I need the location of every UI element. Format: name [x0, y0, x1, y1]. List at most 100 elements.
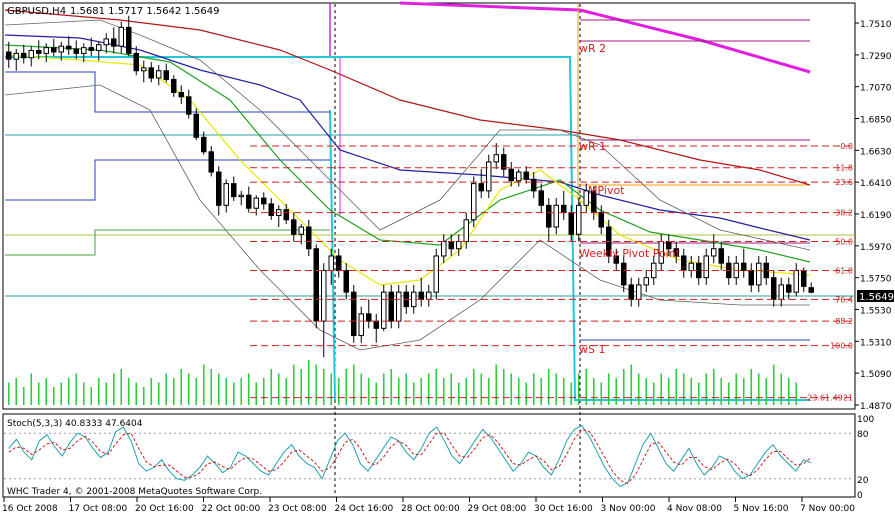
- candle-bear: [351, 291, 357, 337]
- price-axis-label: 1.4870: [860, 402, 892, 412]
- time-axis-label: 28 Oct 00:00: [401, 504, 460, 514]
- candle-bull: [643, 277, 649, 286]
- candle-bear: [283, 209, 289, 221]
- candle-bear: [741, 262, 747, 271]
- volume-bar: [172, 378, 175, 405]
- volume-bar: [615, 378, 618, 405]
- volume-bar: [165, 373, 168, 405]
- candle-bear: [621, 262, 627, 286]
- volume-bar: [255, 382, 258, 405]
- candle-bear: [163, 70, 169, 80]
- candle-bear: [111, 38, 117, 47]
- volume-bar: [795, 382, 798, 405]
- volume-bar: [660, 373, 663, 405]
- volume-bar: [307, 360, 310, 405]
- candle-bull: [493, 154, 499, 163]
- price-axis-label: 1.6630: [860, 147, 892, 157]
- candle-bear: [501, 154, 507, 170]
- volume-bar: [532, 373, 535, 405]
- volume-bar: [322, 369, 325, 405]
- volume-bar: [262, 378, 265, 405]
- candle-bear: [681, 255, 687, 271]
- volume-bar: [127, 378, 130, 405]
- volume-bar: [450, 373, 453, 405]
- candle-bear: [171, 78, 177, 93]
- volume-bar: [720, 378, 723, 405]
- price-axis-label: 1.5310: [860, 338, 892, 348]
- volume-bar: [397, 378, 400, 405]
- mpivot-label: MPivot: [588, 184, 625, 197]
- volume-bar: [652, 382, 655, 405]
- volume-bar: [472, 369, 475, 405]
- candle-bear: [418, 291, 424, 300]
- volume-bar: [240, 378, 243, 405]
- volume-bar: [352, 364, 355, 405]
- candle-bear: [216, 171, 222, 206]
- volume-bar: [495, 364, 498, 405]
- candle-bull: [778, 284, 784, 300]
- volume-bar: [570, 382, 573, 405]
- candle-bull: [636, 284, 642, 300]
- volume-bar: [75, 373, 78, 405]
- fib-level-label: 61.8: [835, 266, 853, 275]
- candle-bear: [598, 212, 604, 228]
- candle-bear: [801, 269, 807, 287]
- candle-bear: [786, 284, 792, 293]
- candle-bull: [358, 313, 364, 337]
- cyan-drop: [329, 109, 336, 401]
- time-axis-label: 23 Oct 08:00: [268, 504, 327, 514]
- candle-bear: [246, 194, 252, 209]
- volume-bar: [487, 378, 490, 405]
- magenta-trendline: [399, 1, 811, 74]
- volume-bar: [517, 378, 520, 405]
- volume-bar: [607, 373, 610, 405]
- volume-bar: [645, 378, 648, 405]
- volume-bar: [420, 378, 423, 405]
- stoch-d-line: [8, 428, 812, 484]
- band-upper: [4, 19, 811, 251]
- time-axis-label: 20 Oct 16:00: [135, 504, 194, 514]
- candle-bull: [703, 255, 709, 279]
- candle-bull: [81, 47, 87, 54]
- candle-bull: [486, 161, 492, 192]
- volume-bar: [682, 373, 685, 405]
- volume-bar: [277, 373, 280, 405]
- time-axis-label: 24 Oct 16:00: [335, 504, 394, 514]
- price-axis-label: 1.6190: [860, 211, 892, 221]
- volume-bar: [750, 369, 753, 405]
- price-axis-label: 1.6410: [860, 179, 892, 189]
- volume-bar: [345, 369, 348, 405]
- fib-level-label: 38.2: [835, 209, 853, 218]
- volume-bar: [157, 382, 160, 405]
- volume-bar: [412, 382, 415, 405]
- candle-bear: [628, 284, 634, 300]
- volume-bar: [112, 373, 115, 405]
- volume-bar: [675, 369, 678, 405]
- ma-blue: [4, 34, 811, 241]
- volume-bar: [247, 373, 250, 405]
- candle-bear: [268, 203, 274, 216]
- fib-level-label: 100.0: [830, 342, 853, 351]
- fib-level-label: 50.0: [835, 238, 853, 247]
- candle-bull: [463, 219, 469, 243]
- time-axis-label: 30 Oct 16:00: [534, 504, 593, 514]
- volume-bar: [435, 369, 438, 405]
- ma-red: [4, 9, 811, 186]
- candle-bull: [426, 291, 432, 300]
- price-axis-label: 1.7510: [860, 20, 892, 30]
- daily-pivot-mid: [5, 159, 330, 201]
- candle-bear: [523, 171, 529, 180]
- candle-bear: [613, 255, 619, 264]
- candle-bull: [253, 197, 259, 209]
- volume-bar: [367, 378, 370, 405]
- volume-bar: [780, 373, 783, 405]
- volume-bar: [22, 387, 25, 405]
- volume-bar: [292, 364, 295, 405]
- wr1-label: wR 1: [579, 140, 606, 153]
- candle-bear: [366, 313, 372, 322]
- candle-bull: [583, 190, 589, 206]
- candle-bear: [748, 269, 754, 286]
- candle-bull: [688, 262, 694, 271]
